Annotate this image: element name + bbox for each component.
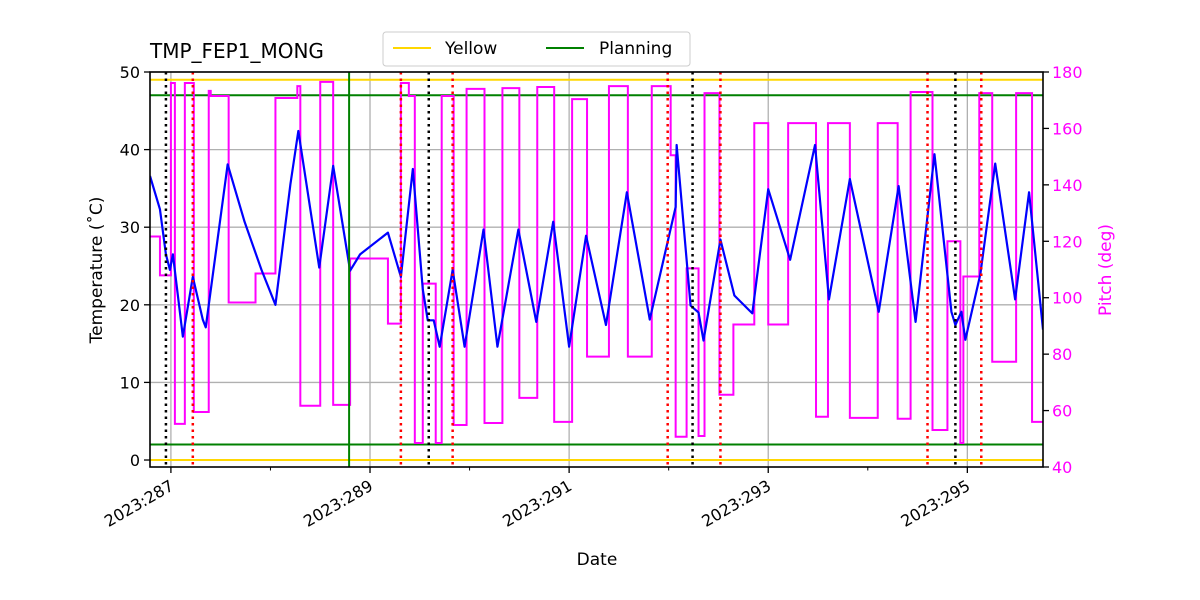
y-tick-label: 0: [130, 451, 140, 470]
y2-tick-label: 80: [1052, 345, 1072, 364]
legend: Yellow Planning: [382, 31, 691, 67]
plot-frame: [149, 71, 1044, 468]
y2-tick-label: 100: [1052, 289, 1083, 308]
x-tick-label: 2023:295: [897, 476, 973, 531]
legend-box: [382, 31, 691, 67]
chart-title: TMP_FEP1_MONG: [149, 39, 324, 63]
y2-tick-label: 120: [1052, 232, 1083, 251]
x-axis-label: Date: [577, 550, 618, 570]
y2-tick-label: 160: [1052, 119, 1083, 138]
temperature-line: [150, 129, 1043, 348]
y2-tick-label: 140: [1052, 176, 1083, 195]
y2-tick-label: 180: [1052, 63, 1083, 82]
y-tick-label: 40: [120, 141, 140, 160]
temperature-series: [150, 129, 1043, 348]
y-tick-label: 20: [120, 296, 140, 315]
y-tick-label: 50: [120, 63, 140, 82]
y2-tick-label: 40: [1052, 458, 1072, 477]
x-tick-label: 2023:293: [698, 476, 774, 531]
y-tick-label: 10: [120, 373, 140, 392]
x-tick-label: 2023:291: [499, 476, 575, 531]
pitch-series: [150, 80, 1043, 445]
y-tick-label: 30: [120, 218, 140, 237]
x-tick-label: 2023:289: [300, 476, 376, 531]
legend-label-planning: Planning: [599, 39, 672, 59]
pitch-line: [150, 80, 1043, 445]
limit-lines: [150, 78, 1043, 462]
vertical-markers: [164, 72, 983, 467]
y2-tick-label: 60: [1052, 402, 1072, 421]
y2-axis-label: Pitch (deg): [1096, 224, 1116, 316]
y-axis-label: Temperature (˚C): [86, 197, 107, 345]
x-tick-label: 2023:287: [101, 476, 177, 531]
legend-label-yellow: Yellow: [444, 39, 497, 59]
